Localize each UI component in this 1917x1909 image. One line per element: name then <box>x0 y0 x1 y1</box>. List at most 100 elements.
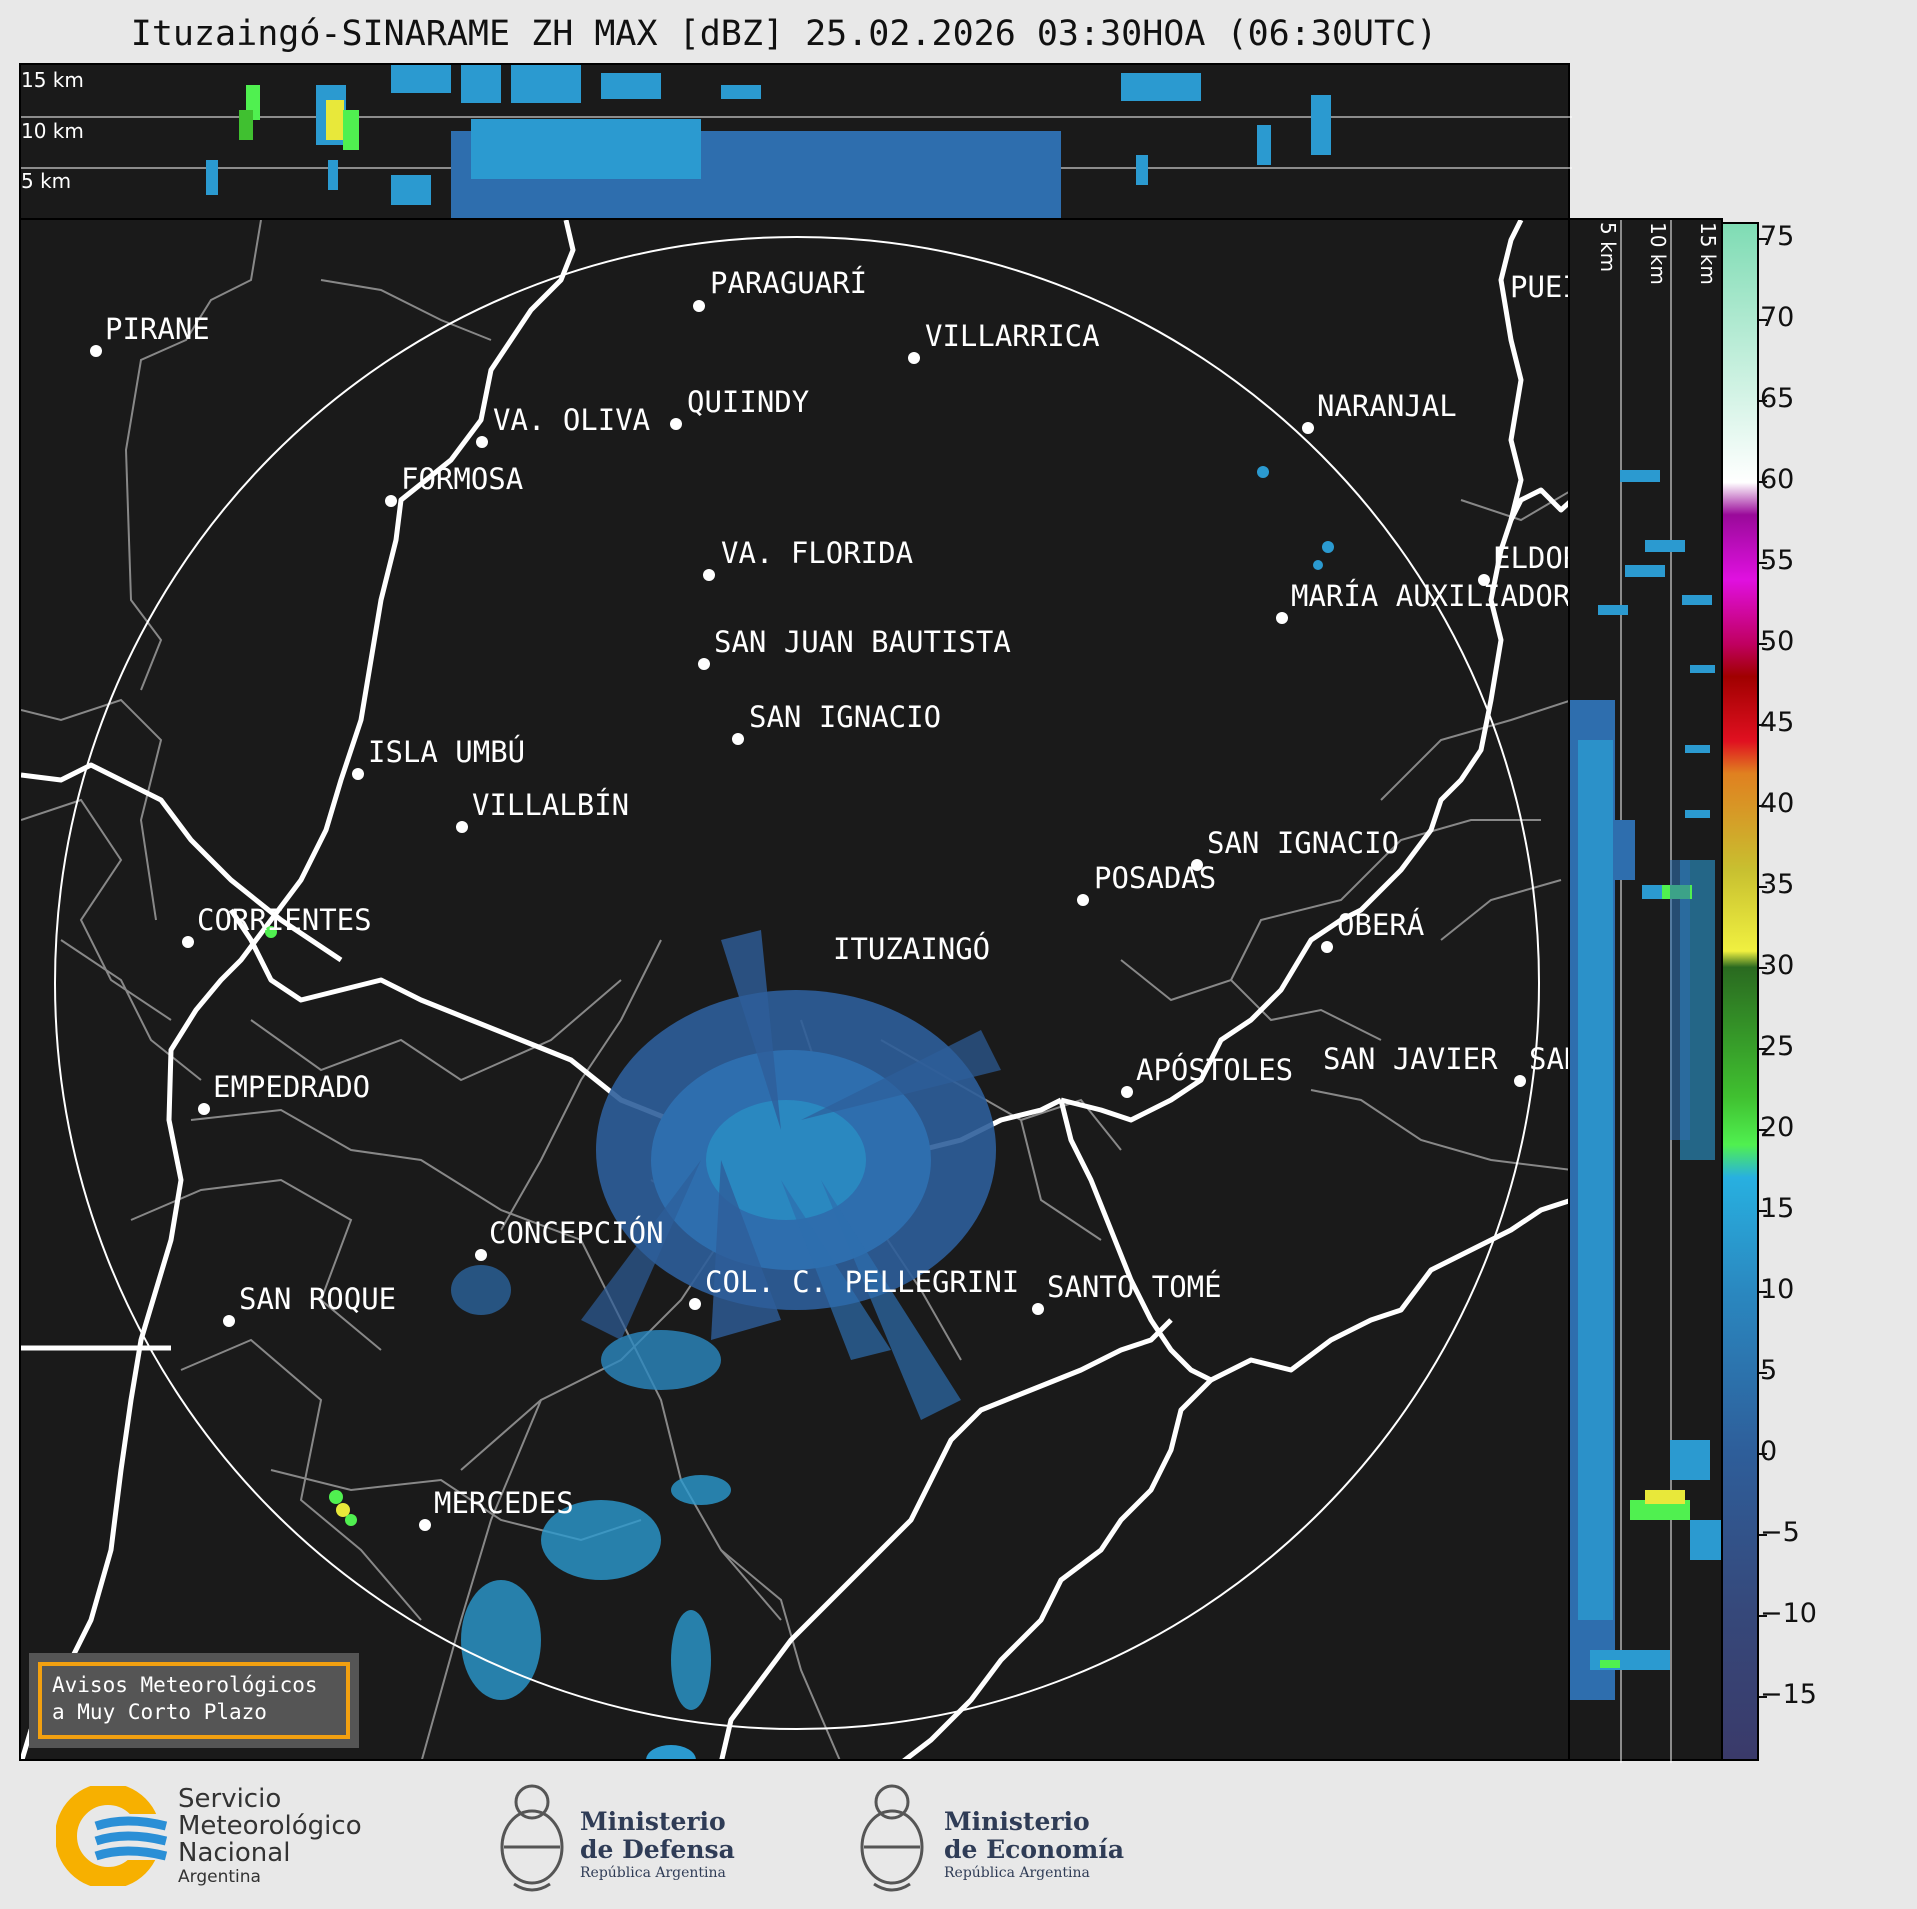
smn-line-4: Argentina <box>178 1867 261 1887</box>
colorbar <box>1721 222 1759 1761</box>
city-label-empedrado: EMPEDRADO <box>213 1070 371 1104</box>
colorbar-tick-mark <box>1759 1048 1767 1051</box>
colorbar-tick-mark <box>1759 1210 1767 1213</box>
warning-box-inner[interactable]: Avisos Meteorológicos a Muy Corto Plazo <box>38 1662 350 1739</box>
top-alt-label-5: 5 km <box>21 169 72 193</box>
colorbar-tick-label: −15 <box>1760 1679 1817 1711</box>
colorbar-tick-label: 75 <box>1760 221 1795 253</box>
colorbar-tick-mark <box>1759 319 1767 322</box>
city-label-naranjal: NARANJAL <box>1317 389 1457 423</box>
side-cross-section-panel: 5 km 10 km 15 km <box>1568 218 1725 1763</box>
colorbar-tick-label: −5 <box>1760 1517 1800 1549</box>
colorbar-tick-label: 65 <box>1760 383 1795 415</box>
range-ring <box>54 236 1540 1730</box>
radar-echoes <box>265 466 1334 1759</box>
colorbar-tick-label: 5 <box>1760 1355 1778 1387</box>
city-label-isla-umbu: ISLA UMBÚ <box>368 735 526 769</box>
top-echo-band <box>206 65 1331 221</box>
side-alt-label-5: 5 km <box>1596 222 1620 273</box>
smn-line-3: Nacional <box>178 1838 291 1868</box>
colorbar-tick-mark <box>1759 967 1767 970</box>
colorbar-tick-label: 10 <box>1760 1274 1795 1306</box>
city-label-pirane: PIRANE <box>105 312 210 346</box>
side-cross-section-plot <box>1570 220 1725 1763</box>
city-label-mercedes: MERCEDES <box>434 1486 574 1520</box>
economia-line-1: Ministerio <box>944 1807 1090 1836</box>
colorbar-tick-label: 50 <box>1760 626 1795 658</box>
city-label-santo-tome: SANTO TOMÉ <box>1047 1270 1222 1304</box>
colorbar-tick-mark <box>1759 238 1767 241</box>
colorbar-tick-mark <box>1759 1453 1767 1456</box>
radar-site-label: ITUZAINGÓ <box>833 932 991 966</box>
colorbar-tick-label: −10 <box>1760 1598 1817 1630</box>
colorbar-tick-mark <box>1759 1696 1767 1699</box>
side-alt-label-15: 15 km <box>1696 222 1720 285</box>
city-label-eldor: ELDOR <box>1493 541 1568 575</box>
city-label-villarrica: VILLARRICA <box>925 319 1100 353</box>
colorbar-tick-label: 60 <box>1760 464 1795 496</box>
city-label-villalbin: VILLALBÍN <box>472 788 630 822</box>
side-echo-band <box>1570 470 1725 1700</box>
colorbar-tick-label: 55 <box>1760 545 1795 577</box>
city-label-va-oliva: VA. OLIVA <box>493 403 651 437</box>
radar-map-panel: PIRANE PARAGUARÍ VILLARRICA VA. OLIVA QU… <box>19 218 1570 1761</box>
city-label-posadas: POSADAS <box>1094 861 1217 895</box>
top-alt-label-10: 10 km <box>21 119 84 143</box>
colorbar-tick-mark <box>1759 724 1767 727</box>
defensa-seal-icon <box>500 1784 564 1892</box>
colorbar-tick-label: 0 <box>1760 1436 1778 1468</box>
city-label-paraguari: PARAGUARÍ <box>710 266 868 300</box>
admin-borders <box>21 220 1568 1759</box>
radar-map <box>21 220 1568 1759</box>
economia-line-2: de Economía <box>944 1835 1125 1864</box>
city-label-quiindy: QUIINDY <box>687 385 810 419</box>
top-alt-label-15: 15 km <box>21 68 84 92</box>
colorbar-tick-mark <box>1759 643 1767 646</box>
economia-seal-icon <box>860 1784 924 1892</box>
city-label-puei: PUEI <box>1510 270 1568 304</box>
colorbar-tick-label: 40 <box>1760 788 1795 820</box>
colorbar-tick-mark <box>1759 1291 1767 1294</box>
colorbar-tick-label: 45 <box>1760 707 1795 739</box>
colorbar-tick-mark <box>1759 1129 1767 1132</box>
city-label-san-roque: SAN ROQUE <box>239 1282 397 1316</box>
colorbar-tick-mark <box>1759 481 1767 484</box>
map-title: Ituzaingó-SINARAME ZH MAX [dBZ] 25.02.20… <box>130 14 1438 54</box>
city-points <box>90 300 1526 1531</box>
city-label-obera: OBERÁ <box>1337 908 1425 942</box>
colorbar-tick-label: 70 <box>1760 302 1795 334</box>
city-label-va-florida: VA. FLORIDA <box>721 536 914 570</box>
colorbar-tick-label: 25 <box>1760 1031 1795 1063</box>
city-label-formosa: FORMOSA <box>401 462 524 496</box>
city-label-san-edge: SAN <box>1529 1042 1568 1076</box>
city-label-apostoles: APÓSTOLES <box>1136 1053 1294 1087</box>
colorbar-tick-mark <box>1759 562 1767 565</box>
colorbar-tick-mark <box>1759 886 1767 889</box>
warning-line-1: Avisos Meteorológicos <box>52 1673 318 1697</box>
top-cross-section-panel: 15 km 10 km 5 km <box>19 63 1572 221</box>
city-label-san-ignacio-ar: SAN IGNACIO <box>1207 826 1400 860</box>
colorbar-tick-label: 35 <box>1760 869 1795 901</box>
city-label-corrientes: CORRIENTES <box>197 903 372 937</box>
city-label-san-ignacio-py: SAN IGNACIO <box>749 700 942 734</box>
smn-line-2: Meteorológico <box>178 1811 362 1841</box>
defensa-line-1: Ministerio <box>580 1807 726 1836</box>
colorbar-tick-mark <box>1759 400 1767 403</box>
colorbar-tick-mark <box>1759 1534 1767 1537</box>
warning-box[interactable]: Avisos Meteorológicos a Muy Corto Plazo <box>29 1653 359 1748</box>
defensa-line-2: de Defensa <box>580 1835 735 1864</box>
colorbar-tick-label: 15 <box>1760 1193 1795 1225</box>
side-alt-label-10: 10 km <box>1646 222 1670 285</box>
colorbar-tick-mark <box>1759 1372 1767 1375</box>
top-cross-section-plot <box>21 65 1572 221</box>
colorbar-tick-mark <box>1759 1615 1767 1618</box>
colorbar-tick-label: 30 <box>1760 950 1795 982</box>
city-label-san-javier: SAN JAVIER <box>1323 1042 1498 1076</box>
smn-line-1: Servicio <box>178 1784 282 1814</box>
economia-line-3: República Argentina <box>944 1865 1090 1881</box>
warning-line-2: a Muy Corto Plazo <box>52 1700 267 1724</box>
colorbar-tick-label: 20 <box>1760 1112 1795 1144</box>
city-label-maria-auxiliadora: MARÍA AUXILIADORA <box>1291 579 1570 613</box>
smn-icon <box>56 1786 168 1886</box>
city-label-concepcion: CONCEPCIÓN <box>489 1216 664 1250</box>
